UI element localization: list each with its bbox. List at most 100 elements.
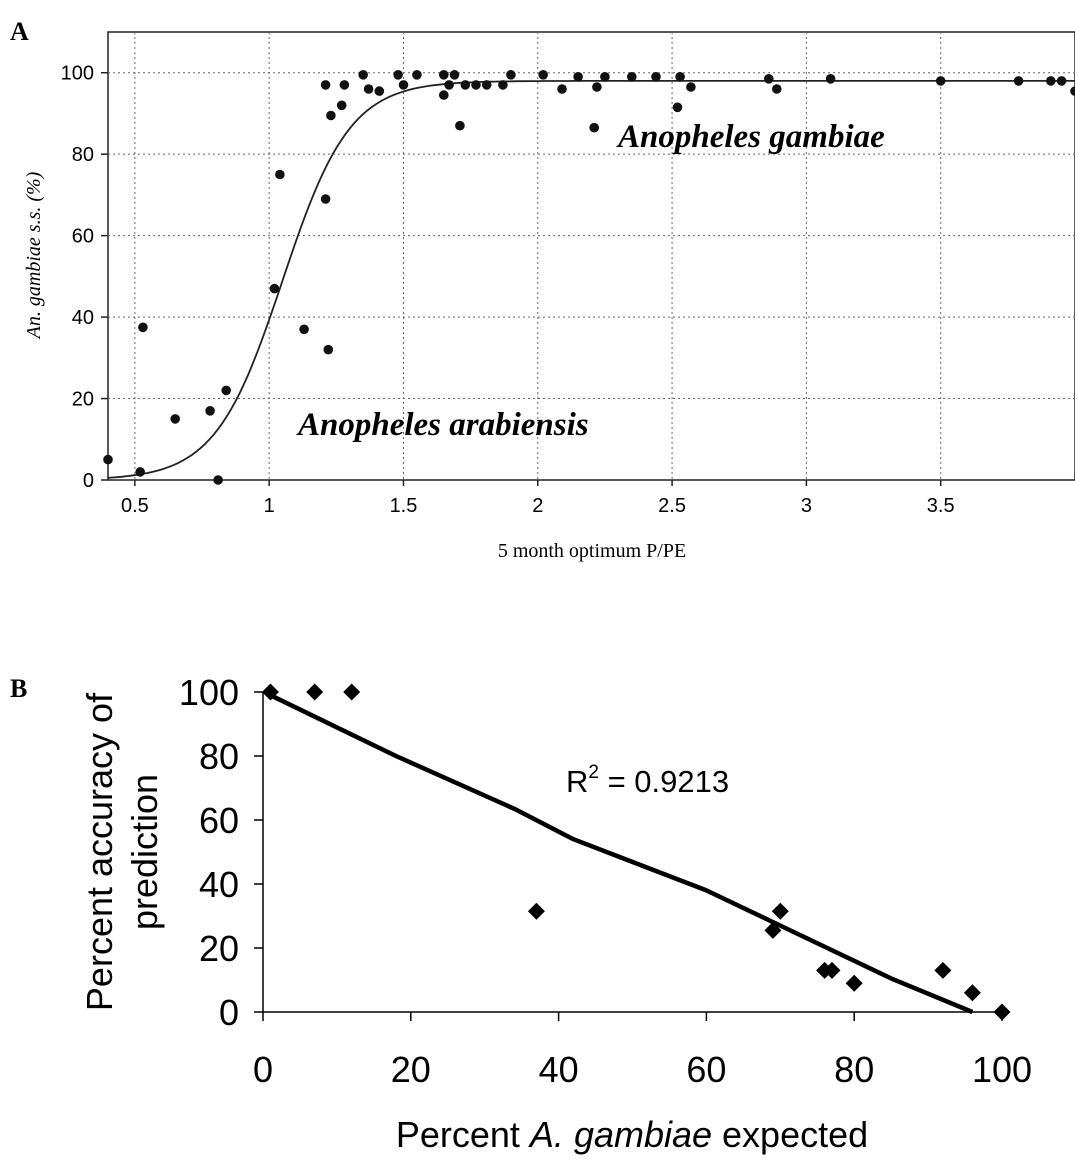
panel-a-data-point	[439, 70, 449, 80]
panel-b-data-point	[343, 683, 361, 701]
panel-b-y-tick-label: 100	[179, 672, 239, 713]
panel-b-y-tick-label: 40	[199, 864, 239, 905]
panel-b-data-point	[823, 961, 841, 979]
panel-a-data-point	[103, 454, 113, 465]
r-squared-exponent: 2	[588, 762, 599, 783]
panel-a-y-tick-label: 60	[72, 226, 94, 248]
panel-a-data-point	[393, 70, 403, 80]
panel-a-data-point	[589, 122, 599, 133]
panel-a-data-point	[323, 344, 334, 355]
panel-a-y-tick-label: 20	[72, 389, 94, 411]
panel-b-x-tick-label: 0	[253, 1049, 273, 1090]
panel-a-label: A	[10, 17, 29, 46]
panel-a-data-point	[170, 414, 180, 424]
panel-b-data-point	[845, 974, 863, 992]
panel-b-y-tick-label: 60	[199, 800, 239, 841]
panel-b-y-tick-label: 80	[199, 736, 239, 777]
panel-a-y-tick-label: 80	[72, 144, 94, 166]
panel-a-data-point	[326, 110, 336, 121]
panel-a-y-axis-label: An. gambiae s.s. (%)	[23, 171, 45, 340]
panel-a-data-point	[213, 475, 223, 485]
panel-a: A 0 20 40 60 80 100 0.5 1 1.5 2 2.5 3 3.5 Anopheles…	[10, 17, 1075, 562]
panel-b-y-axis-label-line-2: prediction	[124, 774, 165, 930]
panel-b-data-point	[306, 683, 324, 701]
panel-b-x-tick-label: 60	[686, 1049, 726, 1090]
panel-a-data-point	[339, 80, 350, 90]
panel-a-data-point	[538, 70, 548, 80]
panel-a-data-point	[557, 84, 567, 94]
panel-a-data-point	[320, 80, 331, 90]
panel-a-data-point	[320, 194, 331, 204]
panel-a-data-point	[627, 72, 637, 82]
x-label-species: A. gambiae	[528, 1114, 712, 1155]
panel-b-data-point	[963, 984, 981, 1002]
panel-a-data-point	[592, 82, 602, 92]
panel-a-data-point	[1070, 86, 1075, 96]
panel-a-data-point	[651, 72, 661, 82]
panel-b-points	[261, 683, 1011, 1021]
panel-a-y-tick-label: 40	[72, 307, 94, 329]
x-label-part-3: expected	[712, 1114, 868, 1155]
panel-a-y-tick-label: 0	[83, 470, 94, 492]
panel-b-x-tick-label: 20	[391, 1049, 431, 1090]
panel-a-data-point	[205, 406, 215, 416]
panel-a-data-point	[573, 72, 583, 82]
panel-b-x-tick-label: 40	[539, 1049, 579, 1090]
panel-b-data-point	[527, 902, 545, 920]
panel-b-data-point	[934, 961, 952, 979]
panel-a-data-point	[439, 90, 449, 100]
panel-a-x-tick-label: 1.5	[390, 495, 418, 517]
panel-a-x-tick-label: 1	[264, 495, 275, 517]
panel-b-y-ticks: 0 20 40 60 80 100	[179, 672, 263, 1033]
panel-a-x-tick-label: 0.5	[121, 495, 149, 517]
panel-a-data-point	[600, 72, 610, 82]
panel-a-plot-frame	[107, 31, 1075, 481]
annotation-arabiensis: Anopheles arabiensis	[296, 407, 589, 443]
panel-a-data-point	[135, 467, 145, 477]
panel-a-data-point	[506, 70, 516, 80]
panel-a-data-point	[672, 102, 683, 113]
r-squared-r: R	[566, 764, 588, 799]
r-squared-label: R2 = 0.9213	[566, 762, 729, 799]
panel-b-data-point	[261, 683, 279, 701]
panel-b-data-point	[993, 1003, 1011, 1021]
panel-a-data-point	[336, 100, 347, 111]
panel-b-x-axis-label: Percent A. gambiae expected	[396, 1114, 868, 1155]
panel-a-data-point	[825, 74, 836, 84]
panel-b-data-point	[771, 902, 789, 920]
panel-a-x-tick-label: 2.5	[658, 495, 686, 517]
panel-a-data-point	[772, 84, 782, 94]
panel-a-x-tick-label: 2	[532, 495, 543, 517]
panel-a-data-point	[1056, 76, 1067, 86]
panel-a-data-point	[460, 80, 471, 90]
panel-a-data-point	[675, 72, 685, 82]
x-label-part-1: Percent	[396, 1114, 530, 1155]
annotation-gambiae: Anopheles gambiae	[616, 119, 885, 155]
r-squared-value: = 0.9213	[599, 764, 729, 799]
panel-a-data-point	[481, 80, 492, 90]
panel-b-x-ticks: 0 20 40 60 80 100	[253, 1012, 1032, 1090]
panel-a-data-point	[686, 82, 696, 92]
panel-a-data-point	[275, 169, 285, 180]
panel-b-trend-line	[269, 693, 974, 1015]
panel-a-data-point	[1046, 76, 1056, 86]
panel-a-x-ticks: 0.5 1 1.5 2 2.5 3 3.5	[121, 480, 955, 517]
panel-a-x-axis-label: 5 month optimum P/PE	[498, 540, 686, 562]
panel-a-data-point	[412, 70, 422, 80]
panel-b-label: B	[10, 674, 27, 703]
panel-a-data-point	[363, 84, 374, 94]
panel-b-x-tick-label: 80	[834, 1049, 874, 1090]
panel-a-data-point	[269, 283, 280, 294]
panel-a-data-point	[498, 80, 508, 90]
panel-a-points	[103, 70, 1075, 485]
panel-a-data-point	[471, 80, 481, 90]
panel-a-data-point	[764, 74, 774, 84]
panel-a-data-point	[299, 324, 309, 335]
panel-a-y-ticks: 0 20 40 60 80 100	[61, 63, 108, 492]
panel-a-data-point	[398, 80, 409, 90]
panel-b-y-tick-label: 20	[199, 928, 239, 969]
panel-b-y-tick-label: 0	[219, 992, 239, 1033]
panel-a-x-tick-label: 3.5	[927, 495, 955, 517]
